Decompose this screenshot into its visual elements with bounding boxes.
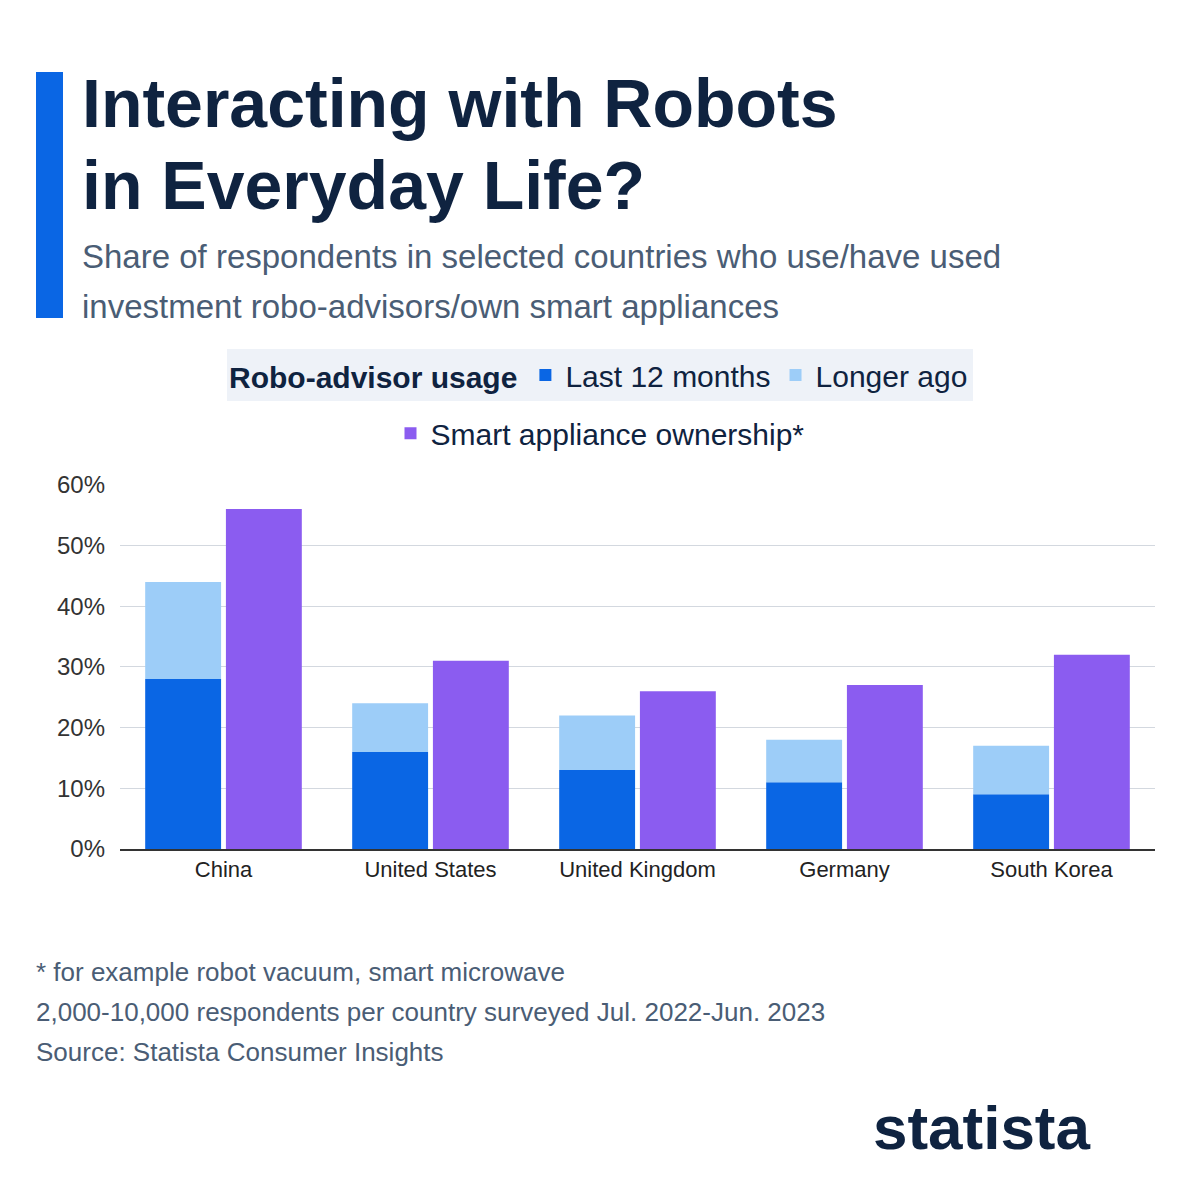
svg-text:South Korea: South Korea <box>990 857 1113 882</box>
svg-text:30%: 30% <box>57 653 105 680</box>
html-text:2,000-10,000 respondents per c: 2,000-10,000 respondents per country sur… <box>36 997 826 1027</box>
svg-text:50%: 50% <box>57 532 105 559</box>
svg-text:Robo-advisor usage: Robo-advisor usage <box>229 361 517 394</box>
svg-text:United Kingdom: United Kingdom <box>559 857 716 882</box>
svg-text:60%: 60% <box>57 471 105 498</box>
html-text:Interacting with Robots in Eve: Interacting with Robots in Everyday Life… <box>82 65 838 223</box>
svg-text:40%: 40% <box>57 593 105 620</box>
svg-text:United States: United States <box>364 857 496 882</box>
svg-text:10%: 10% <box>57 775 105 802</box>
html-text:* for example robot vacuum, sm: * for example robot vacuum, smart microw… <box>36 957 565 987</box>
svg-text:China: China <box>195 857 253 882</box>
svg-text:Last 12 months: Last 12 months <box>565 360 770 393</box>
svg-text:Longer ago: Longer ago <box>816 360 968 393</box>
svg-text:0%: 0% <box>70 835 105 862</box>
svg-text:Smart appliance ownership*: Smart appliance ownership* <box>431 418 805 451</box>
svg-text:20%: 20% <box>57 714 105 741</box>
html-text:Source: Statista Consumer Insi: Source: Statista Consumer Insights <box>36 1037 444 1067</box>
html-text:Share of respondents in select: Share of respondents in selected countri… <box>82 238 1002 325</box>
html-text:statista: statista <box>872 1093 1090 1162</box>
svg-text:Germany: Germany <box>799 857 889 882</box>
